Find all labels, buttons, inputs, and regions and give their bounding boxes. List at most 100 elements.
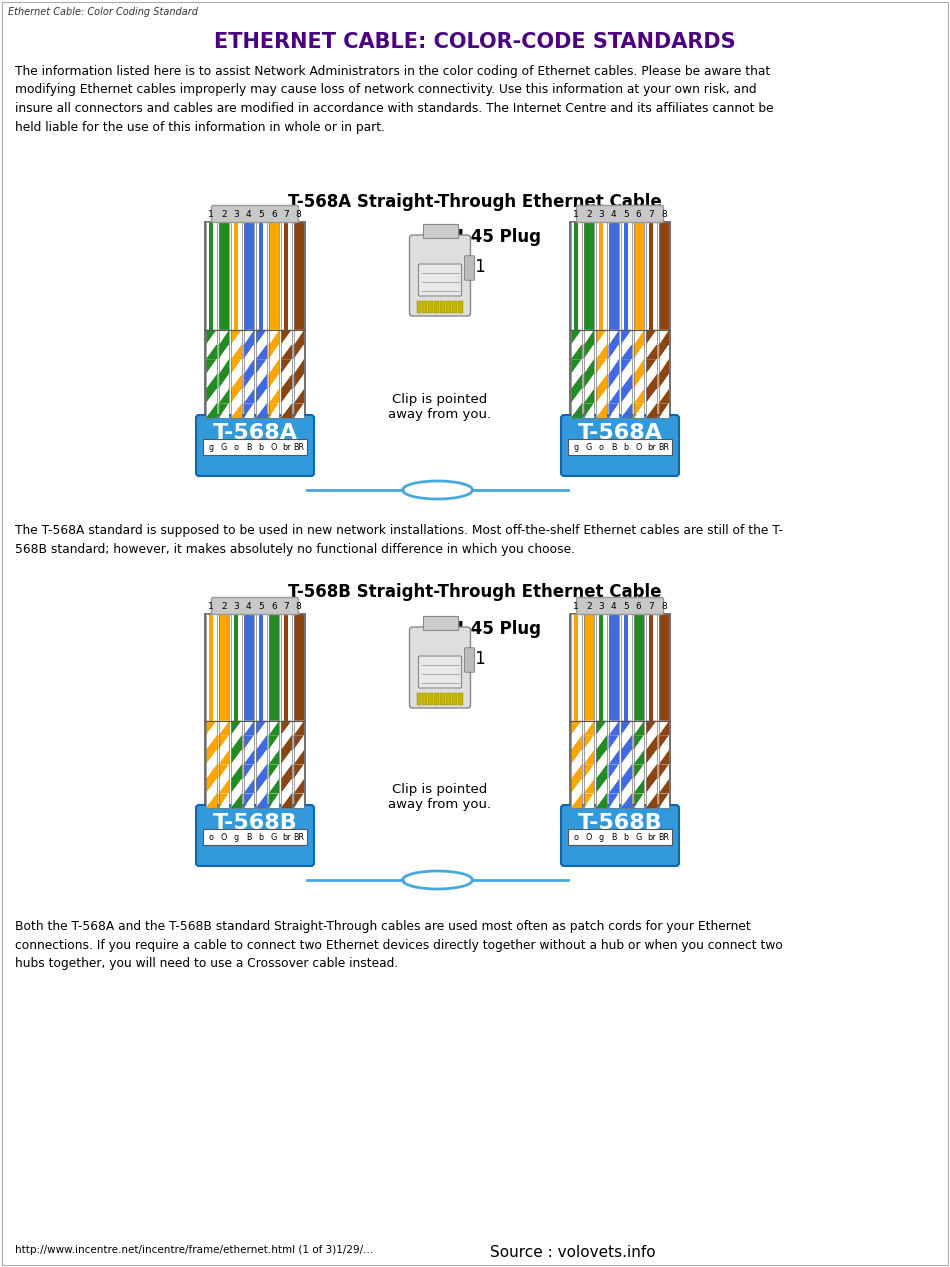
Polygon shape xyxy=(634,764,644,779)
Bar xyxy=(634,614,644,721)
FancyBboxPatch shape xyxy=(561,805,679,867)
FancyBboxPatch shape xyxy=(419,656,462,688)
Bar xyxy=(416,693,422,704)
Text: T-568A: T-568A xyxy=(578,423,662,443)
Polygon shape xyxy=(658,345,669,360)
Text: o: o xyxy=(574,832,579,841)
Polygon shape xyxy=(596,360,606,374)
Polygon shape xyxy=(231,403,241,418)
Text: 2: 2 xyxy=(221,210,226,219)
Polygon shape xyxy=(206,360,217,374)
Polygon shape xyxy=(256,329,267,345)
Polygon shape xyxy=(596,764,606,779)
Polygon shape xyxy=(571,360,581,374)
Bar xyxy=(281,614,292,808)
Polygon shape xyxy=(256,374,267,389)
Polygon shape xyxy=(621,793,632,808)
Polygon shape xyxy=(596,389,606,403)
Text: T-568A Straight-Through Ethernet Cable: T-568A Straight-Through Ethernet Cable xyxy=(288,193,662,212)
Polygon shape xyxy=(243,360,254,374)
Text: g: g xyxy=(209,443,214,452)
Polygon shape xyxy=(609,360,619,374)
Polygon shape xyxy=(634,329,644,345)
Polygon shape xyxy=(658,360,669,374)
Polygon shape xyxy=(243,750,254,764)
Polygon shape xyxy=(658,721,669,735)
Polygon shape xyxy=(218,735,229,750)
Text: O: O xyxy=(636,443,642,452)
Text: 5: 5 xyxy=(258,602,264,611)
Text: Source : volovets.info: Source : volovets.info xyxy=(490,1245,655,1259)
Polygon shape xyxy=(256,329,267,345)
Polygon shape xyxy=(596,721,606,735)
Polygon shape xyxy=(609,735,619,750)
Polygon shape xyxy=(634,389,644,403)
Text: 5: 5 xyxy=(623,602,629,611)
Polygon shape xyxy=(646,750,656,764)
Polygon shape xyxy=(218,329,229,345)
Text: B: B xyxy=(611,832,617,841)
Polygon shape xyxy=(256,779,267,793)
Text: 7: 7 xyxy=(283,602,289,611)
Bar xyxy=(231,614,241,808)
Polygon shape xyxy=(621,329,632,345)
Bar xyxy=(571,222,581,418)
Polygon shape xyxy=(646,403,656,418)
Polygon shape xyxy=(218,721,229,735)
Bar xyxy=(440,302,445,313)
Polygon shape xyxy=(583,403,594,418)
Polygon shape xyxy=(596,721,606,735)
Polygon shape xyxy=(571,403,581,418)
Polygon shape xyxy=(269,345,279,360)
Polygon shape xyxy=(269,779,279,793)
Polygon shape xyxy=(294,750,304,764)
Text: G: G xyxy=(271,832,276,841)
Text: Clip is pointed
away from you.: Clip is pointed away from you. xyxy=(389,783,491,811)
Polygon shape xyxy=(621,735,632,750)
Text: 3: 3 xyxy=(234,602,239,611)
Bar xyxy=(218,222,229,418)
Bar xyxy=(294,614,304,721)
Polygon shape xyxy=(294,779,304,793)
Polygon shape xyxy=(646,360,656,374)
Bar xyxy=(621,222,632,418)
Polygon shape xyxy=(269,329,279,345)
Polygon shape xyxy=(658,750,669,764)
Bar xyxy=(650,614,653,721)
Text: O: O xyxy=(271,443,277,452)
Polygon shape xyxy=(596,793,606,808)
Polygon shape xyxy=(634,735,644,750)
Polygon shape xyxy=(231,764,241,779)
Bar xyxy=(281,222,292,329)
Bar xyxy=(658,222,669,329)
Polygon shape xyxy=(269,735,279,750)
Polygon shape xyxy=(609,403,619,418)
Polygon shape xyxy=(571,360,581,374)
Text: b: b xyxy=(624,832,629,841)
Text: 7: 7 xyxy=(283,210,289,219)
Polygon shape xyxy=(571,764,581,779)
Polygon shape xyxy=(571,735,581,750)
Text: B: B xyxy=(611,443,617,452)
Polygon shape xyxy=(281,764,292,779)
Polygon shape xyxy=(658,374,669,389)
Polygon shape xyxy=(571,793,581,808)
Bar xyxy=(609,614,619,721)
Text: g: g xyxy=(234,832,238,841)
Polygon shape xyxy=(206,360,217,374)
Text: Ethernet Cable: Color Coding Standard: Ethernet Cable: Color Coding Standard xyxy=(8,8,198,16)
Polygon shape xyxy=(218,360,229,374)
Polygon shape xyxy=(621,779,632,793)
Polygon shape xyxy=(256,721,267,735)
Polygon shape xyxy=(294,735,304,750)
Text: Both the T-568A and the T-568B standard Straight-Through cables are used most of: Both the T-568A and the T-568B standard … xyxy=(15,920,783,971)
Polygon shape xyxy=(218,360,229,374)
Text: 6: 6 xyxy=(636,210,641,219)
Polygon shape xyxy=(294,793,304,808)
Text: BR: BR xyxy=(294,832,304,841)
Polygon shape xyxy=(621,403,632,418)
Polygon shape xyxy=(231,750,241,764)
Polygon shape xyxy=(281,735,292,750)
Text: 6: 6 xyxy=(271,602,276,611)
Polygon shape xyxy=(646,735,656,750)
